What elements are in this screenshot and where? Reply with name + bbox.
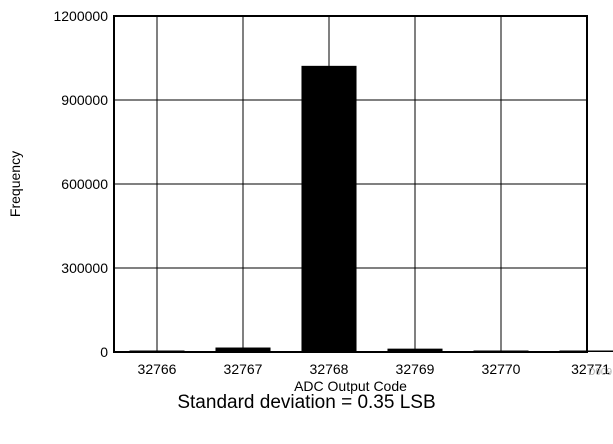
y-tick-label: 600000: [61, 176, 108, 192]
y-axis-label: Frequency: [7, 151, 23, 217]
x-tick-label: 32769: [396, 361, 435, 377]
x-tick-label: 32766: [138, 361, 177, 377]
y-tick-label: 1200000: [53, 8, 108, 24]
x-tick-label: 32771: [571, 361, 610, 377]
bars: [129, 65, 613, 352]
x-axis-label: ADC Output Code: [294, 378, 407, 394]
figure-code: D009: [588, 367, 612, 378]
x-tick-label: 32768: [310, 361, 349, 377]
bar-32768: [301, 65, 357, 352]
y-tick-labels: 0 300000 600000 900000 1200000: [53, 8, 108, 360]
x-tick-label: 32767: [224, 361, 263, 377]
caption: Standard deviation = 0.35 LSB: [177, 392, 436, 413]
plot-frame: [113, 15, 588, 353]
y-tick-label: 900000: [61, 92, 108, 108]
x-tick-label: 32770: [482, 361, 521, 377]
x-tick-labels: 32766 32767 32768 32769 32770 32771: [138, 361, 611, 377]
bar-32769: [387, 348, 443, 352]
bar-32767: [215, 347, 271, 352]
y-tick-label: 300000: [61, 260, 108, 276]
y-tick-label: 0: [100, 344, 108, 360]
